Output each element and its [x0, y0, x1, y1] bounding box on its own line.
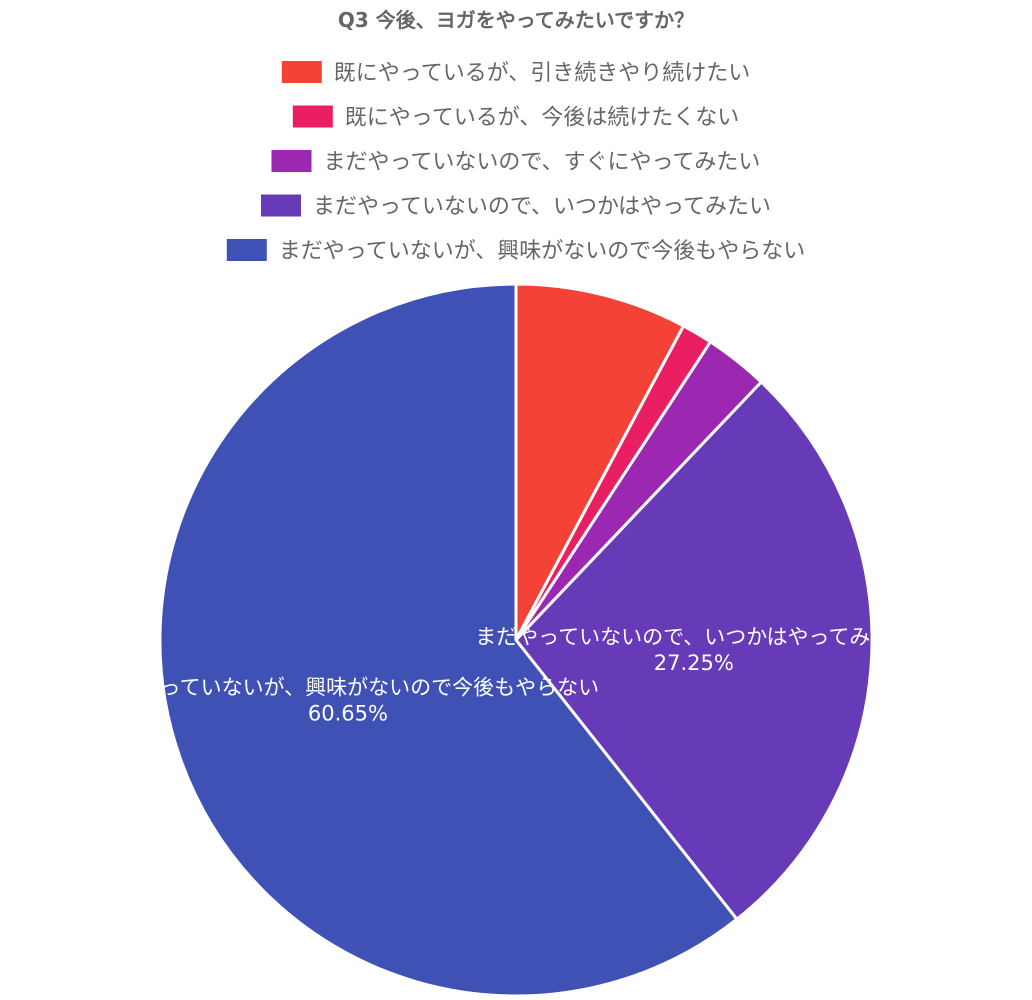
legend-label-3: まだやっていないので、すぐにやってみたい [324, 150, 761, 175]
chart-title: Q3 今後、ヨガをやってみたいですか？ [338, 8, 694, 32]
legend-swatch-3 [271, 150, 312, 172]
legend-swatch-1 [281, 61, 322, 83]
legend-swatch-4 [261, 194, 301, 217]
slice-label-4: まだやっていないので、いつかはやってみたい [475, 625, 912, 649]
legend-label-4: まだやっていないので、いつかはやってみたい [313, 195, 771, 220]
slice-label-5: まだやっていないが、興味がないので今後もやらない [97, 676, 600, 700]
legend-label-1: 既にやっているが、引き続きやり続けたい [334, 61, 750, 86]
pie-slice-5 [158, 282, 739, 998]
legend-label-5: まだやっていないが、興味がないので今後もやらない [279, 239, 805, 264]
slice-percent-4: 27.25% [654, 651, 734, 675]
slice-percent-5: 60.65% [308, 702, 388, 726]
pie-slice-4 [514, 380, 874, 921]
pie-slice-1 [514, 282, 686, 642]
legend-swatch-2 [292, 105, 333, 128]
chart-legend: 既にやっているが、引き続きやり続けたい既にやっているが、今後は続けたくないまだや… [226, 61, 805, 264]
legend-swatch-5 [226, 239, 267, 261]
legend-label-2: 既にやっているが、今後は続けたくない [345, 106, 739, 131]
pie-slices [158, 282, 874, 998]
